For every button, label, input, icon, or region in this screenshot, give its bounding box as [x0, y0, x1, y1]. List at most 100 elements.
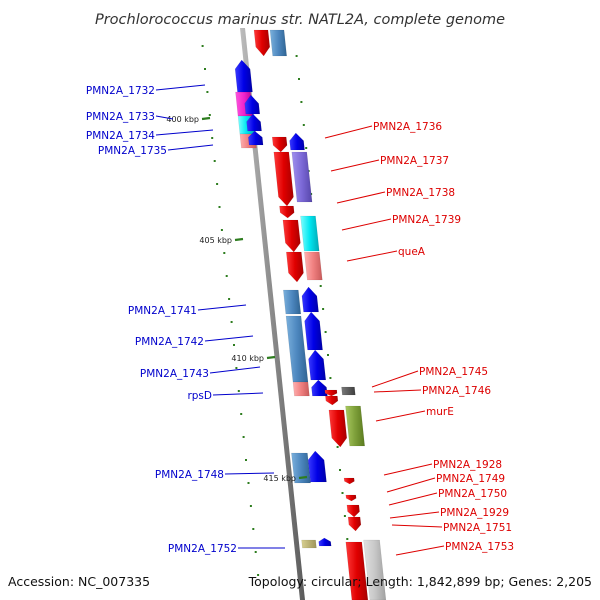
tick-dot — [343, 515, 346, 517]
label-leader-line — [330, 159, 380, 172]
gene-feature — [345, 405, 365, 447]
map-title: Prochlorococcus marinus str. NATL2A, com… — [95, 12, 505, 28]
gene-label: murE — [426, 406, 454, 418]
gene-label: PMN2A_1746 — [422, 385, 491, 397]
tick-dot — [327, 354, 329, 356]
label-leader-line — [389, 511, 440, 519]
scale-tick-label: 415 kbp — [263, 474, 296, 483]
gene-label: PMN2A_1738 — [386, 187, 455, 199]
tick-dot — [302, 124, 305, 126]
gene-feature — [269, 29, 287, 57]
label-leader-line — [395, 545, 445, 556]
tick-dot — [211, 137, 214, 139]
gene-feature — [363, 539, 387, 600]
gene-feature — [301, 286, 319, 313]
tick-dot — [336, 446, 339, 448]
gene-feature — [347, 516, 362, 532]
tick-dot — [242, 436, 245, 438]
gene-label: PMN2A_1735 — [98, 145, 167, 157]
gene-feature — [318, 537, 332, 547]
gene-label: PMN2A_1736 — [373, 121, 442, 133]
gene-label: PMN2A_1732 — [86, 85, 155, 97]
gene-feature — [283, 289, 302, 315]
tick-dot — [341, 492, 344, 494]
tick-dot — [204, 68, 206, 70]
label-leader-line — [346, 250, 398, 262]
tick-dot — [324, 331, 327, 333]
tick-dot — [346, 538, 349, 540]
gene-label: PMN2A_1733 — [86, 111, 155, 123]
gene-label: PMN2A_1745 — [419, 366, 488, 378]
gene-feature — [289, 132, 305, 151]
accession: Accession: NC_007335 — [8, 574, 150, 589]
tick-dot — [228, 298, 231, 300]
label-leader-line — [167, 144, 214, 151]
gene-feature — [271, 136, 288, 153]
tick-dot — [339, 469, 341, 471]
gene-label: PMN2A_1751 — [443, 522, 512, 534]
gene-features — [234, 29, 387, 600]
label-leader-line — [224, 472, 275, 475]
gene-feature — [248, 130, 264, 146]
tick-dot — [305, 147, 308, 149]
scale-tick — [266, 355, 276, 360]
tick-dot — [300, 101, 303, 103]
gene-feature — [341, 386, 356, 396]
tick-dot — [247, 482, 250, 484]
scale-tick — [234, 237, 244, 242]
scale-tick-label: 400 kbp — [166, 115, 199, 124]
gene-label: PMN2A_1742 — [135, 336, 204, 348]
gene-label: rpsD — [187, 390, 212, 402]
gene-feature — [308, 349, 327, 381]
label-leader-line — [383, 463, 433, 476]
label-leader-line — [371, 370, 419, 388]
gene-feature — [345, 494, 357, 502]
gene-label: PMN2A_1929 — [440, 507, 509, 519]
gene-label: PMN2A_1928 — [433, 459, 502, 471]
tick-dot — [220, 229, 223, 231]
tick-dot — [257, 574, 260, 576]
tick-dot — [223, 252, 226, 254]
gene-label: PMN2A_1739 — [392, 214, 461, 226]
tick-dot — [201, 45, 204, 47]
gene-feature — [253, 29, 271, 57]
tick-dot — [216, 183, 219, 185]
gene-feature — [328, 409, 348, 448]
label-leader-line — [204, 335, 254, 342]
label-leader-line — [386, 477, 436, 493]
genome-summary: Topology: circular; Length: 1,842,899 bp… — [248, 574, 592, 589]
gene-label: PMN2A_1749 — [436, 473, 505, 485]
gene-feature — [234, 59, 253, 93]
gene-feature — [324, 389, 338, 397]
label-leader-line — [155, 84, 206, 91]
label-leader-line — [324, 125, 373, 139]
tick-dot — [240, 413, 243, 415]
gene-feature — [285, 315, 309, 383]
tick-dot — [225, 275, 228, 277]
gene-label: PMN2A_1737 — [380, 155, 449, 167]
tick-dot — [329, 377, 332, 379]
tick-dot — [218, 206, 221, 208]
gene-feature — [273, 151, 294, 207]
label-leader-line — [375, 410, 426, 422]
gene-feature — [282, 219, 301, 253]
gene-label: queA — [398, 246, 426, 258]
label-leader-line — [388, 492, 438, 506]
gene-feature — [346, 504, 360, 518]
tick-dot — [322, 308, 325, 310]
scale-ticks: 400 kbp 405 kbp 410 kbp 415 kbp — [166, 115, 308, 483]
gene-label: PMN2A_1753 — [445, 541, 514, 553]
tick-dot — [254, 551, 257, 553]
scale-tick — [298, 475, 308, 480]
label-leader-line — [212, 392, 264, 396]
tick-dot — [237, 390, 240, 392]
gene-feature — [244, 94, 261, 115]
gene-feature — [345, 541, 369, 600]
tick-dot — [252, 528, 255, 530]
tick-dot — [245, 459, 247, 461]
gene-feature — [291, 151, 313, 203]
gene-feature — [300, 215, 320, 252]
gene-label: PMN2A_1752 — [168, 543, 237, 555]
tick-dot — [249, 505, 252, 507]
